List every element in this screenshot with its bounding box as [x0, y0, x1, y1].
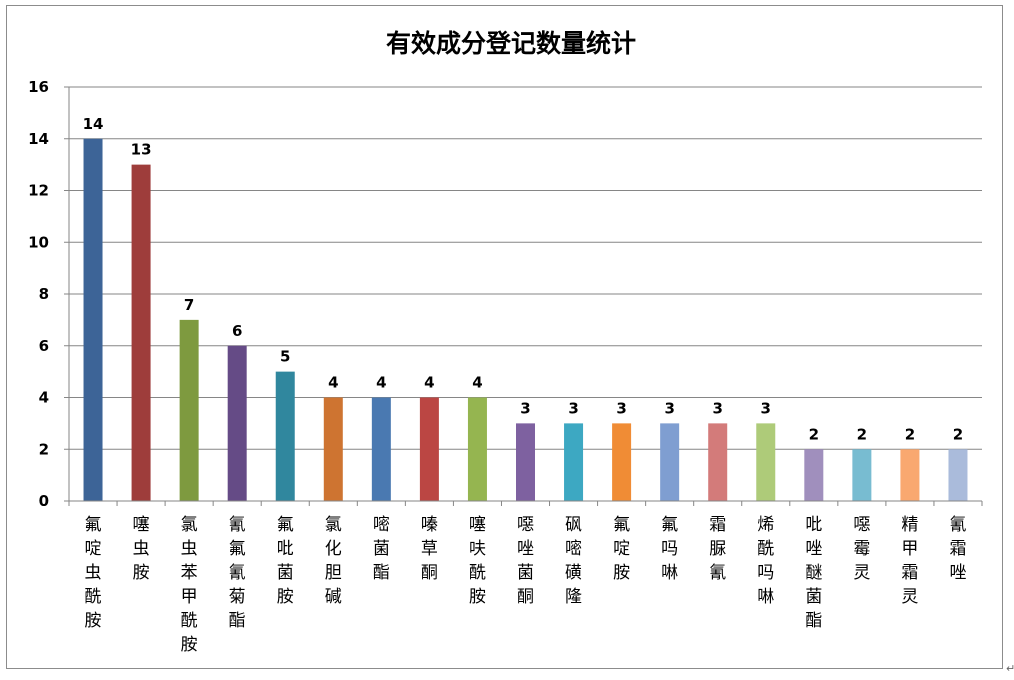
data-label: 3	[712, 399, 722, 417]
bar	[419, 397, 439, 501]
bar	[948, 449, 968, 501]
y-tick-label: 6	[39, 337, 49, 355]
x-category-label: 噻呋酰胺	[469, 515, 486, 607]
x-category-label: 氰氟氰菊酯	[229, 515, 246, 631]
x-category-label: 砜嘧磺隆	[565, 515, 582, 607]
data-label: 4	[376, 374, 386, 392]
y-tick-label: 14	[28, 130, 49, 148]
bar	[275, 371, 295, 501]
x-category-label: 精甲霜灵	[901, 515, 918, 607]
bar	[804, 449, 824, 501]
bar	[227, 345, 247, 501]
bar	[179, 319, 199, 501]
y-tick-label: 0	[39, 492, 49, 510]
bar-chart: 有效成分登记数量统计 0 2 4 6 8 10 12 14 16 14 13 7 6 5 4 4 4 4 3 3 3 3…	[28, 29, 983, 655]
x-category-label: 氟吗啉	[661, 515, 678, 583]
bar	[756, 423, 776, 501]
bar	[371, 397, 391, 501]
x-category-label: 噁唑菌酮	[517, 515, 534, 607]
y-tick-label: 2	[39, 440, 49, 458]
bar	[564, 423, 584, 501]
data-label: 3	[761, 399, 771, 417]
data-label: 2	[953, 425, 963, 443]
x-category-label: 嗪草酮	[421, 515, 438, 583]
data-label: 2	[857, 425, 867, 443]
y-tick-label: 8	[39, 285, 49, 303]
data-label: 2	[905, 425, 915, 443]
bar	[516, 423, 535, 501]
paragraph-mark: ↵	[1006, 662, 1014, 675]
data-label: 3	[568, 399, 578, 417]
data-label: 2	[809, 425, 819, 443]
data-label: 14	[83, 115, 104, 133]
data-label: 3	[616, 399, 626, 417]
y-axis-tick-labels: 0 2 4 6 8 10 12 14 16	[28, 78, 49, 510]
bar	[467, 397, 487, 501]
data-label: 13	[131, 141, 152, 159]
data-label: 7	[184, 296, 194, 314]
x-category-label: 氟吡菌胺	[277, 515, 294, 607]
y-tick-label: 4	[39, 389, 49, 407]
data-label: 4	[472, 374, 482, 392]
x-category-label: 氟啶虫酰胺	[85, 515, 102, 631]
x-category-label: 烯酰吗啉	[757, 515, 774, 607]
data-label: 6	[232, 322, 242, 340]
x-category-label: 氰霜唑	[949, 515, 966, 583]
y-tick-label: 10	[28, 233, 49, 251]
data-labels: 14 13 7 6 5 4 4 4 4 3 3 3 3 3 3 2 2 2 2	[83, 115, 964, 444]
bar	[708, 423, 728, 501]
x-category-label: 噁霉灵	[853, 515, 870, 583]
data-label: 3	[520, 399, 530, 417]
data-label: 3	[664, 399, 674, 417]
x-category-label: 氯虫苯甲酰胺	[181, 515, 198, 655]
data-label: 4	[328, 374, 338, 392]
y-tick-label: 16	[28, 78, 49, 96]
x-axis-category-labels: 氟啶虫酰胺 噻虫胺 氯虫苯甲酰胺 氰氟氰菊酯 氟吡菌胺 氯化胆碱 嘧菌酯 嗪草酮 噻呋酰胺 噁唑菌…	[68, 501, 983, 655]
x-category-label: 霜脲氰	[709, 515, 726, 583]
gridlines	[64, 86, 982, 502]
x-category-label: 噻虫胺	[133, 515, 150, 583]
bars	[83, 138, 968, 501]
x-category-label: 氯化胆碱	[325, 515, 342, 607]
bar	[323, 397, 343, 501]
bar	[660, 423, 680, 501]
bar	[612, 423, 632, 501]
bar	[131, 164, 151, 501]
data-label: 5	[280, 348, 290, 366]
bar	[83, 138, 103, 501]
chart-title: 有效成分登记数量统计	[386, 29, 636, 58]
bar	[852, 449, 872, 501]
data-label: 4	[424, 374, 434, 392]
x-category-label: 嘧菌酯	[373, 515, 390, 583]
y-tick-label: 12	[28, 182, 49, 200]
bar	[900, 449, 920, 501]
x-category-label: 吡唑醚菌酯	[805, 515, 822, 631]
chart-frame: 有效成分登记数量统计 0 2 4 6 8 10 12 14 16 14 13 7 6 5 4 4 4 4 3 3 3 3…	[6, 5, 1003, 669]
x-category-label: 氟啶胺	[613, 515, 630, 583]
